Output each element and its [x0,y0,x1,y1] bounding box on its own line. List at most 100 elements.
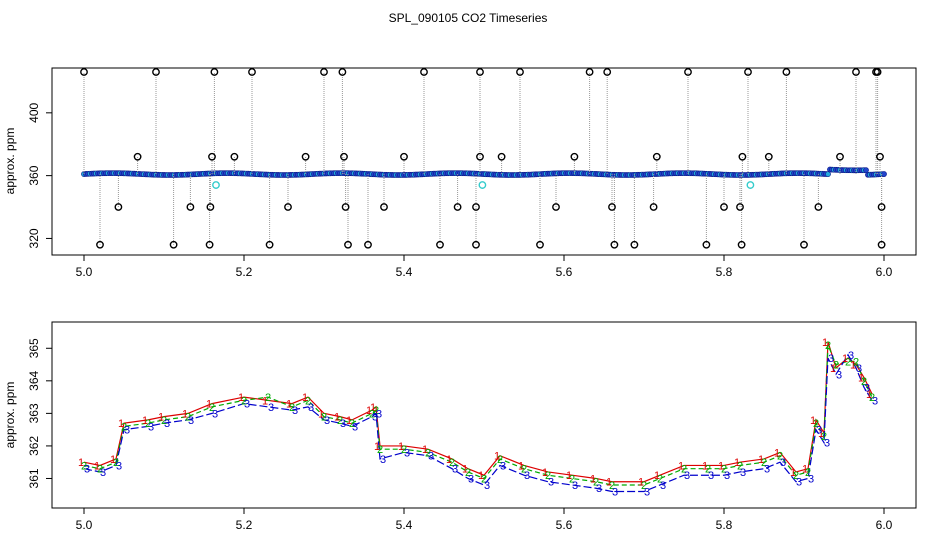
spike-point [80,68,88,76]
series-marker-2: 2 [369,408,375,420]
x-axis-ticks-top: 5.0 5.2 5.4 5.6 5.8 6.0 [76,255,893,279]
outlier-point [212,181,220,189]
series-marker-1: 1 [850,360,856,372]
series-marker-3: 3 [596,483,602,495]
series-marker-2: 2 [821,431,827,443]
series-marker-2: 2 [481,473,487,485]
y-tick-label: 362 [27,436,41,456]
series-marker-1: 1 [446,454,452,466]
series-marker-2: 2 [145,418,151,430]
series-marker-2: 2 [337,415,343,427]
outlier-point [746,181,755,189]
spike-point [186,203,195,211]
series-marker-3: 3 [808,473,814,485]
series-marker-3: 3 [816,425,822,437]
series-marker-1: 1 [478,470,484,482]
spike-point [472,240,480,249]
x-axis-ticks-bottom: 5.0 5.2 5.4 5.6 5.8 6.0 [76,508,893,532]
series-marker-3: 3 [188,415,194,427]
spike-point [400,152,408,161]
series-marker-3: 3 [644,486,650,498]
series-marker-1: 1 [606,477,612,489]
spike-point [284,203,292,211]
series-marker-2: 2 [833,360,839,372]
y-tick-label: 320 [27,228,41,248]
spike-point [248,68,256,76]
series-marker-2: 2 [97,464,103,476]
series-marker-2: 2 [861,376,867,388]
series-marker-2: 2 [449,457,455,469]
series-marker-3: 3 [100,467,106,479]
series-marker-1: 1 [462,464,468,476]
series-marker-1: 1 [818,428,824,440]
series-marker-1: 1 [94,460,100,472]
spike-point [738,152,747,161]
spike-point [476,68,484,76]
spike-point [341,203,350,211]
spike-point [552,203,560,211]
plot-frame-bottom [51,321,917,509]
series-marker-2: 2 [161,415,167,427]
series-marker-1: 1 [494,451,500,463]
series-marker-2: 2 [321,412,327,424]
series-marker-3: 3 [84,464,90,476]
series-marker-2: 2 [777,451,783,463]
series-marker-3: 3 [468,473,474,485]
series-line-2 [83,344,873,486]
y-tick-label: 363 [27,403,41,423]
spike-point [720,203,728,211]
series-marker-2: 2 [241,395,247,407]
spike-point [497,152,506,161]
spike-point [649,203,658,211]
x-tick-label: 5.0 [76,265,93,279]
series-marker-3: 3 [124,425,130,437]
series-marker-2: 2 [853,356,859,368]
series-marker-3: 3 [828,353,834,365]
series-marker-2: 2 [805,467,811,479]
spike-point [169,240,178,249]
spike-point [420,68,428,76]
spike-point [630,240,639,249]
series-marker-1: 1 [78,457,84,469]
spike-point [877,240,886,249]
series-marker-2: 2 [609,480,615,492]
series-marker-1: 1 [398,441,404,453]
x-tick-label: 5.2 [236,265,253,279]
series-marker-1: 1 [206,399,212,411]
series-marker-2: 2 [793,470,799,482]
series-marker-1: 1 [774,447,780,459]
series-marker-2: 2 [265,392,271,404]
spike-point [736,203,744,211]
series-marker-1: 1 [182,408,188,420]
series-marker-3: 3 [524,470,530,482]
series-marker-1: 1 [654,470,660,482]
series-marker-3: 3 [856,363,862,375]
series-marker-1: 1 [366,405,372,417]
spike-point [472,203,480,211]
panel-top: approx. ppm 5.0 5.2 5.4 5.6 5.8 6.0 320 360 400 [3,67,917,279]
x-tick-label: 6.0 [876,265,893,279]
series-marker-1: 1 [318,408,324,420]
spike-point [210,68,219,76]
series-marker-2: 2 [545,470,551,482]
spike-point [764,152,773,161]
series-marker-1: 1 [518,460,524,472]
series-marker-1: 1 [822,337,828,349]
spike-point [800,240,808,249]
series-marker-1: 1 [158,412,164,424]
series-marker-3: 3 [292,405,298,417]
spike-point [338,68,347,76]
series-marker-2: 2 [721,464,727,476]
series-marker-3: 3 [308,402,314,414]
series-marker-1: 1 [262,395,268,407]
x-tick-label: 5.8 [716,518,733,532]
series-marker-1: 1 [866,389,872,401]
series-marker-2: 2 [569,473,575,485]
series-marker-3: 3 [164,418,170,430]
series-marker-3: 3 [836,369,842,381]
series-marker-3: 3 [572,480,578,492]
series-marker-3: 3 [380,454,386,466]
series-marker-2: 2 [761,457,767,469]
series-marker-1: 1 [702,460,708,472]
series-marker-1: 1 [842,353,848,365]
